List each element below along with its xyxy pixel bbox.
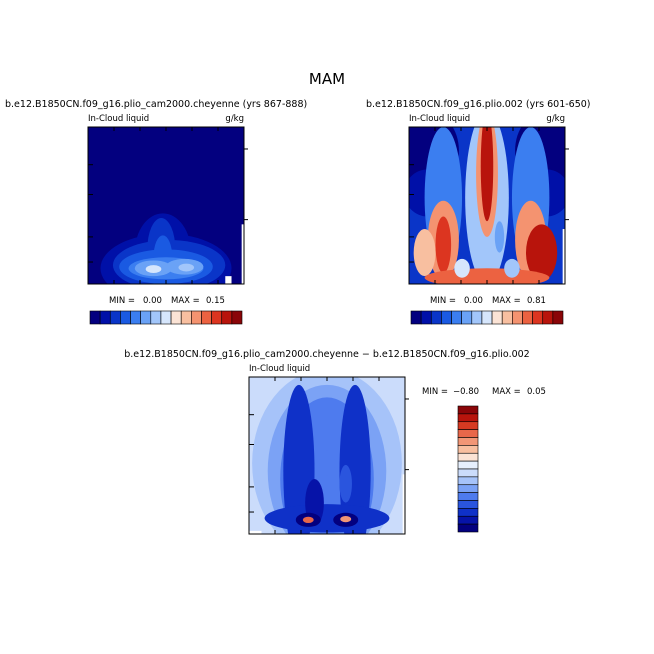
contour-region — [264, 504, 390, 533]
contour-region — [178, 263, 195, 272]
colorbar-swatch — [231, 310, 243, 325]
panel3-variable: In-Cloud liquid — [249, 364, 310, 374]
colorbar-swatch — [542, 310, 554, 325]
missing-region — [241, 224, 244, 284]
contour-region — [480, 127, 494, 222]
panel1-min-label: MIN = — [109, 296, 135, 306]
colorbar-swatch — [491, 310, 503, 325]
colorbar-swatch — [150, 310, 162, 325]
colorbar-swatch — [481, 310, 493, 325]
panel2-variable: In-Cloud liquid — [409, 114, 470, 124]
panel2-min-value: 0.00 — [464, 296, 483, 306]
contour-region — [504, 258, 520, 278]
panel2-units: g/kg — [546, 114, 565, 124]
colorbar-swatch — [501, 310, 513, 325]
colorbar-swatch — [89, 310, 101, 325]
panel3-title: b.e12.B1850CN.f09_g16.plio_cam2000.cheye… — [124, 349, 529, 360]
colorbar-swatch — [457, 429, 479, 438]
colorbar-swatch — [457, 413, 479, 423]
panel1-units: g/kg — [225, 114, 244, 124]
colorbar-swatch — [221, 310, 233, 325]
colorbar-swatch — [512, 310, 523, 325]
panel1-variable: In-Cloud liquid — [88, 114, 149, 124]
colorbar-swatch — [211, 310, 223, 325]
contour-field — [409, 127, 565, 284]
colorbar-swatch — [130, 310, 141, 325]
contour-field — [88, 127, 244, 284]
colorbar-swatch — [160, 310, 172, 325]
colorbar-swatch — [471, 310, 483, 325]
figure-title: MAM — [309, 70, 345, 88]
panel1-title: b.e12.B1850CN.f09_g16.plio_cam2000.cheye… — [5, 99, 307, 110]
missing-region — [562, 229, 565, 284]
colorbar-swatch — [457, 500, 479, 509]
missing-region — [249, 530, 262, 534]
missing-region — [225, 276, 232, 284]
colorbar-swatch — [201, 310, 212, 325]
contour-region — [526, 224, 558, 281]
colorbar-swatch — [191, 310, 202, 325]
colorbars — [89, 310, 564, 533]
panel3-max-value: 0.05 — [527, 387, 546, 397]
panel3-plot — [248, 376, 409, 535]
panel3-max-label: MAX = — [492, 387, 521, 397]
colorbar-swatch — [457, 523, 479, 533]
colorbar-swatch — [180, 310, 192, 325]
colorbar-swatch — [552, 310, 564, 325]
panel2-max-value: 0.81 — [527, 296, 546, 306]
colorbar-swatch — [461, 310, 473, 325]
panel1-min-value: 0.00 — [143, 296, 162, 306]
colorbar-swatch — [522, 310, 533, 325]
contour-region — [435, 216, 452, 274]
panel2-plot — [408, 126, 569, 285]
missing-region — [402, 474, 405, 534]
colorbar-swatch — [451, 310, 462, 325]
colorbar-swatch — [170, 310, 182, 325]
panel2-title: b.e12.B1850CN.f09_g16.plio.002 (yrs 601-… — [366, 99, 591, 110]
contour-region — [340, 515, 352, 523]
contour-region — [413, 229, 436, 277]
colorbar-swatch — [109, 310, 121, 325]
contour-field — [249, 377, 405, 534]
colorbar-swatch — [410, 310, 422, 325]
contour-region — [339, 464, 352, 503]
panel1-plot — [87, 126, 248, 285]
colorbar-swatch — [140, 310, 152, 325]
colorbar-swatch — [120, 310, 131, 325]
colorbar-swatch — [457, 515, 479, 525]
panel1-max-label: MAX = — [171, 296, 200, 306]
colorbar-swatch — [457, 460, 479, 470]
colorbar-swatch — [457, 437, 479, 446]
colorbar-swatch — [99, 310, 111, 325]
contour-region — [454, 258, 470, 278]
panel3-min-value: −0.80 — [453, 387, 479, 397]
panel1-max-value: 0.15 — [206, 296, 225, 306]
colorbar-swatch — [457, 476, 479, 486]
colorbar-swatch — [457, 452, 479, 462]
contour-region — [145, 265, 162, 274]
colorbar-swatch — [457, 421, 479, 430]
colorbar-swatch — [457, 468, 479, 478]
contour-region — [302, 516, 314, 524]
colorbar-swatch — [457, 508, 479, 517]
contour-region — [319, 450, 335, 476]
panel2-max-label: MAX = — [492, 296, 521, 306]
colorbar-swatch — [457, 492, 479, 501]
colorbar-swatch — [532, 310, 544, 325]
panel3-min-label: MIN = — [422, 387, 448, 397]
colorbar-swatch — [441, 310, 452, 325]
colorbar-swatch — [430, 310, 442, 325]
panel2-min-label: MIN = — [430, 296, 456, 306]
colorbar-swatch — [457, 484, 479, 493]
colorbar-swatch — [457, 405, 479, 415]
colorbar-swatch — [457, 445, 479, 454]
colorbar-swatch — [420, 310, 432, 325]
contour-region — [494, 221, 505, 253]
